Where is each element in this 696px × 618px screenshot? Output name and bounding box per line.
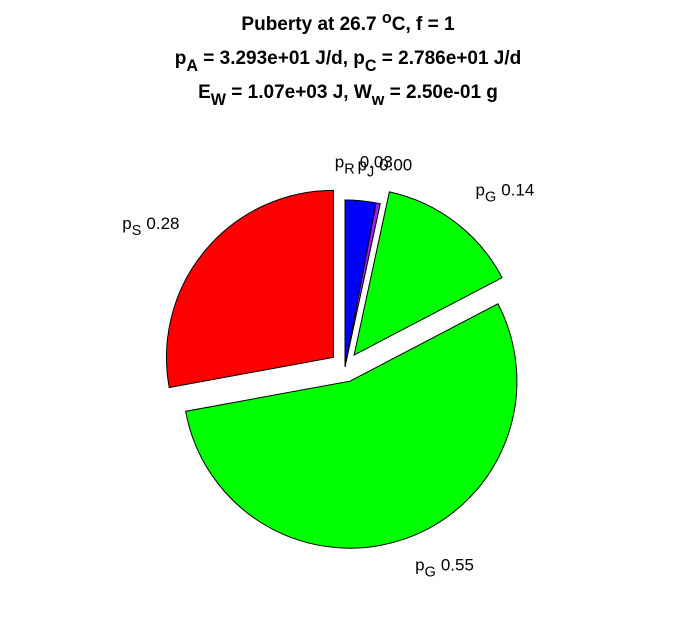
text-segment: G (485, 190, 496, 206)
text-segment: o (382, 9, 392, 27)
chart-title: pA = 3.293e+01 J/d, pC = 2.786e+01 J/d (175, 48, 522, 75)
text-segment: C, f = 1 (392, 14, 455, 35)
text-segment: Puberty at 26.7 (241, 14, 381, 35)
text-segment: S (132, 223, 142, 239)
text-segment: E (198, 82, 211, 103)
chart-title: Puberty at 26.7 oC, f = 1 (241, 9, 455, 35)
slice-value-label: 0.28 (146, 214, 179, 233)
text-segment: R (344, 161, 354, 177)
slice-label: pJ 0.00 (357, 156, 412, 181)
slice-label: pS 0.28 (122, 214, 179, 239)
slice-value-label: 0.14 (501, 181, 534, 200)
chart-title: EW = 1.07e+03 J, Ww = 2.50e-01 g (198, 82, 498, 109)
text-segment: J (367, 165, 374, 181)
text-segment: p (122, 214, 131, 233)
text-segment: p (476, 181, 485, 200)
text-segment: C (365, 57, 377, 75)
text-segment: = 1.07e+03 J, W (226, 82, 372, 103)
text-segment: = 2.50e-01 g (384, 82, 498, 103)
text-segment: G (425, 565, 436, 581)
pie-slice (344, 202, 381, 368)
text-segment: A (186, 57, 198, 75)
text-segment: p (175, 48, 187, 69)
slice-value-label: 0.55 (441, 556, 474, 575)
pie-slice (185, 303, 518, 549)
text-segment: = 2.786e+01 J/d (377, 48, 522, 69)
slice-value-label: 0.00 (379, 156, 412, 175)
text-segment: p (415, 556, 424, 575)
text-segment: p (357, 156, 366, 175)
slice-label: pG 0.14 (476, 181, 535, 206)
slice-label: pG 0.55 (415, 556, 474, 581)
pie-slice (165, 189, 334, 389)
slice-value-label: 0.03 (360, 152, 393, 171)
pie-slice (353, 191, 503, 357)
slice-label: pR 0.03 (335, 152, 393, 177)
text-segment: = 3.293e+01 J/d, p (198, 48, 365, 69)
text-segment: p (335, 152, 344, 171)
text-segment: W (211, 91, 227, 109)
text-segment: w (371, 91, 385, 109)
